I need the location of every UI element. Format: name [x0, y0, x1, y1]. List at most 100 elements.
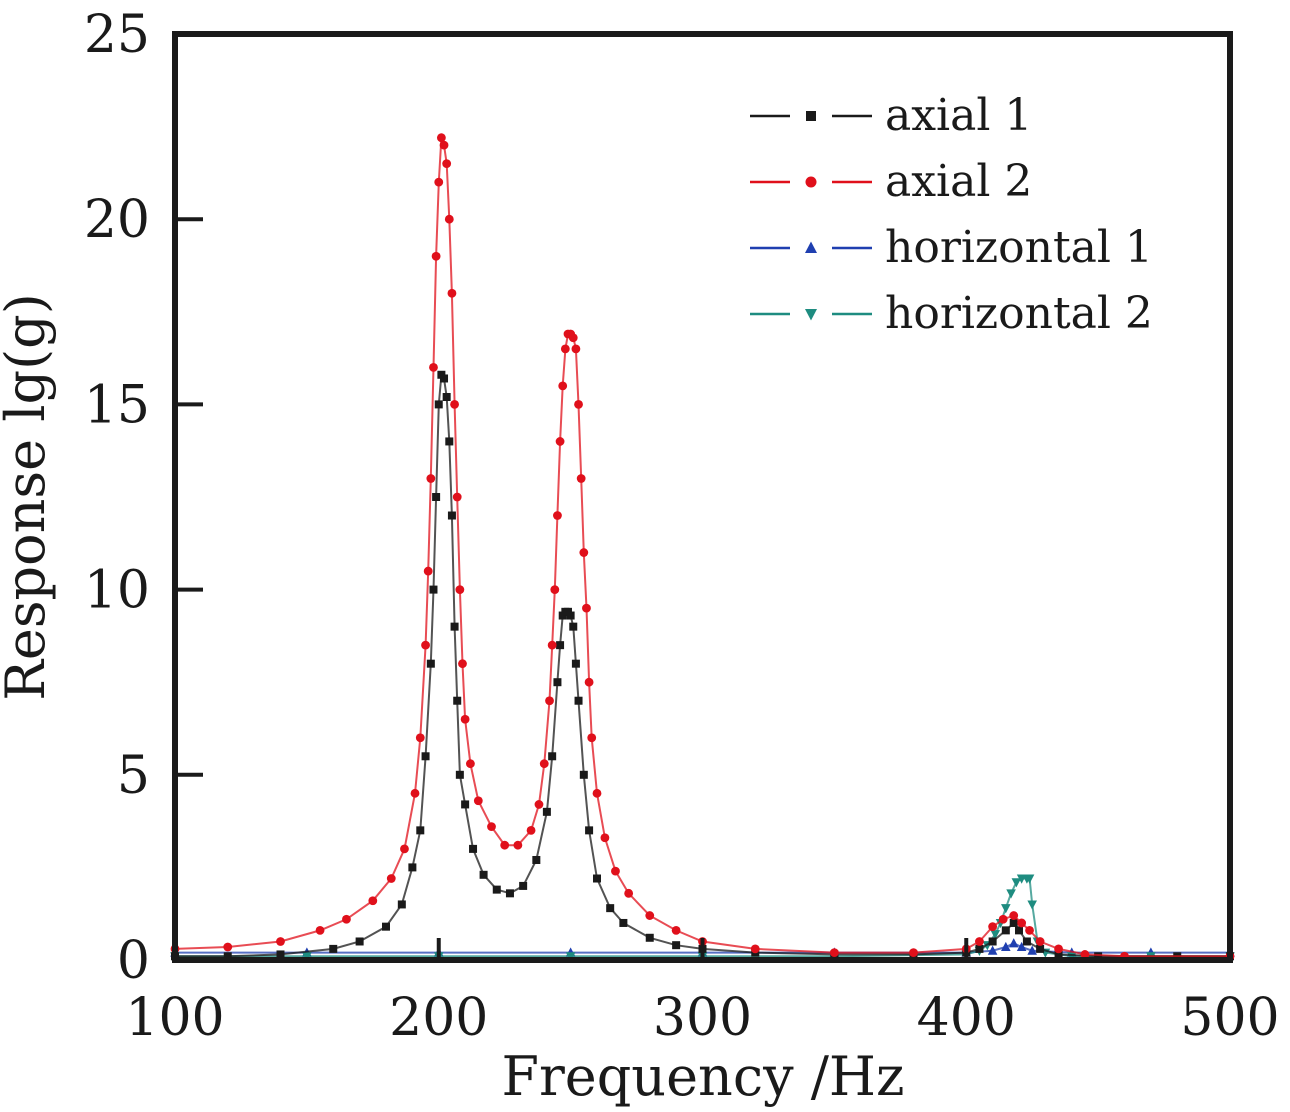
data-point — [487, 822, 496, 832]
legend-label: axial 2 — [885, 156, 1032, 207]
data-point — [223, 942, 233, 952]
data-point — [400, 844, 409, 854]
data-point — [461, 800, 470, 809]
data-point — [574, 696, 583, 705]
data-point — [611, 866, 620, 876]
data-point — [479, 870, 488, 879]
data-point — [442, 159, 452, 169]
data-point — [447, 511, 456, 520]
data-point — [473, 796, 483, 806]
data-point — [542, 807, 551, 816]
data-point — [593, 874, 601, 883]
data-point — [555, 437, 565, 446]
data-point — [579, 548, 589, 557]
data-point — [534, 800, 544, 809]
y-tick-label: 10 — [84, 561, 150, 621]
data-point — [455, 585, 465, 594]
data-point — [553, 511, 562, 520]
legend-item: horizontal 1 — [750, 222, 1153, 273]
data-point — [571, 659, 580, 668]
data-point — [1001, 941, 1011, 952]
data-point — [568, 333, 578, 343]
data-point — [1027, 900, 1037, 910]
ticks-layer: 100 200 300 400 500 0 5 10 15 20 25 — [84, 5, 1280, 1048]
y-tick-label: 0 — [117, 931, 150, 991]
data-point — [539, 759, 549, 769]
data-point — [672, 941, 681, 950]
data-point — [829, 948, 839, 957]
data-point — [553, 678, 562, 687]
data-point — [1009, 911, 1019, 920]
data-point — [998, 914, 1008, 924]
data-point — [1008, 938, 1019, 948]
data-point — [592, 788, 602, 798]
data-point — [439, 140, 449, 150]
data-point — [329, 944, 338, 953]
data-point — [975, 944, 984, 953]
data-point — [500, 840, 510, 850]
data-point — [990, 930, 1001, 940]
data-point — [569, 622, 578, 631]
data-point — [1011, 878, 1022, 888]
data-point — [445, 437, 454, 446]
data-point — [558, 381, 568, 391]
data-point — [458, 659, 467, 669]
legend-label: horizontal 2 — [885, 288, 1153, 339]
data-point — [585, 826, 594, 835]
series-line — [175, 371, 1230, 958]
data-point — [315, 925, 325, 935]
data-point — [442, 392, 451, 401]
legend-item: axial 2 — [750, 156, 1032, 207]
data-point — [1024, 874, 1035, 884]
y-tick-label: 20 — [84, 190, 150, 250]
data-point — [434, 177, 444, 187]
data-point — [432, 493, 441, 501]
legend-item: horizontal 2 — [750, 288, 1153, 339]
data-point — [408, 863, 417, 872]
legend-marker — [805, 241, 817, 253]
data-point — [988, 922, 998, 932]
legend-marker — [805, 309, 817, 321]
data-point — [492, 885, 501, 894]
data-point — [1036, 944, 1045, 953]
data-point — [1035, 937, 1045, 946]
data-point — [342, 914, 351, 924]
data-point — [223, 952, 232, 961]
data-point — [444, 214, 454, 224]
data-point — [355, 937, 364, 946]
data-point — [436, 133, 446, 143]
data-point — [466, 759, 475, 769]
data-point — [624, 888, 634, 898]
data-point — [645, 911, 655, 920]
y-axis-title: Response lg(g) — [0, 293, 57, 701]
x-axis-title: Frequency /Hz — [502, 1045, 905, 1108]
data-point — [566, 611, 575, 620]
legend-label: axial 1 — [885, 90, 1032, 141]
data-point — [431, 251, 441, 261]
data-point — [909, 948, 918, 957]
data-point — [513, 840, 523, 850]
data-point — [1054, 950, 1063, 959]
data-point — [1022, 937, 1031, 946]
data-point — [302, 952, 312, 962]
x-tick-label: 300 — [653, 988, 752, 1048]
data-point — [606, 904, 615, 913]
data-point — [423, 566, 433, 576]
data-point — [519, 881, 528, 890]
legend-item: axial 1 — [750, 90, 1032, 141]
data-point — [450, 622, 459, 631]
data-point — [453, 696, 462, 705]
x-tick-label: 200 — [389, 988, 488, 1048]
data-point — [1006, 889, 1016, 899]
data-point — [434, 400, 443, 409]
x-tick-label: 400 — [917, 988, 1016, 1048]
legend: axial 1 axial 2 horizontal 1 horizontal 2 — [750, 90, 1153, 339]
data-point — [574, 400, 583, 409]
plot-frame — [172, 31, 1233, 963]
legend-marker — [805, 176, 817, 188]
y-tick-label: 25 — [84, 5, 150, 65]
x-tick-label: 100 — [125, 988, 224, 1048]
data-point — [579, 770, 588, 779]
data-point — [276, 937, 285, 946]
